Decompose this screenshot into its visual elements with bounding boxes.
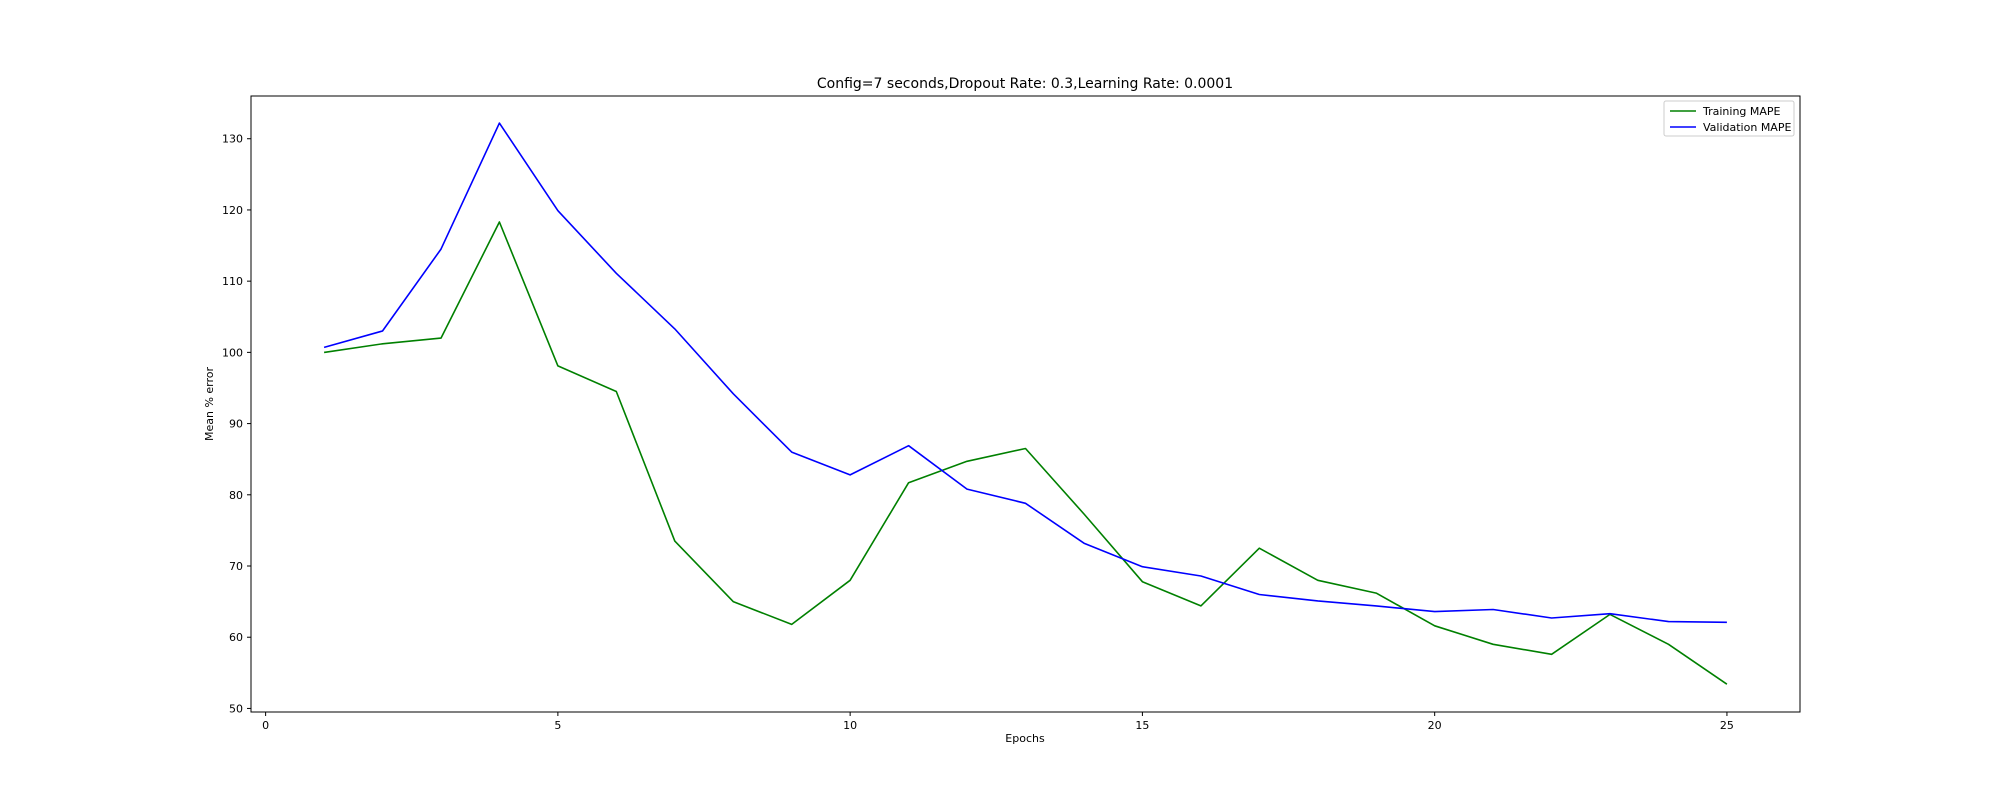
series-line-training-mape bbox=[323, 221, 1728, 685]
x-tick-label: 0 bbox=[262, 719, 269, 732]
legend-label: Training MAPE bbox=[1702, 105, 1781, 118]
series-layer bbox=[323, 122, 1728, 685]
legend-label: Validation MAPE bbox=[1703, 121, 1791, 134]
plot-area bbox=[250, 95, 1801, 713]
x-axis: 0 5 10 15 20 25 bbox=[262, 712, 1734, 732]
x-tick-label: 25 bbox=[1720, 719, 1734, 732]
chart-title: Config=7 seconds,Dropout Rate: 0.3,Learn… bbox=[817, 76, 1233, 92]
y-tick-label: 130 bbox=[222, 133, 243, 146]
y-tick-label: 50 bbox=[229, 702, 243, 715]
y-tick-label: 120 bbox=[222, 204, 243, 217]
x-tick-label: 15 bbox=[1135, 719, 1149, 732]
y-tick-label: 110 bbox=[222, 275, 243, 288]
series-line-validation-mape bbox=[323, 122, 1727, 624]
y-tick-label: 100 bbox=[222, 346, 243, 359]
x-axis-label: Epochs bbox=[1005, 732, 1045, 745]
x-tick-label: 5 bbox=[554, 719, 561, 732]
legend-box bbox=[1663, 100, 1795, 137]
x-tick-label: 20 bbox=[1428, 719, 1442, 732]
y-axis-label: Mean % error bbox=[203, 367, 216, 442]
x-tick-label: 10 bbox=[843, 719, 857, 732]
legend: Training MAPE Validation MAPE bbox=[1663, 100, 1795, 137]
y-axis: 50 60 70 80 90 100 110 120 130 bbox=[222, 133, 251, 715]
y-tick-label: 70 bbox=[229, 560, 243, 573]
y-tick-label: 60 bbox=[229, 631, 243, 644]
y-tick-label: 80 bbox=[229, 489, 243, 502]
y-tick-label: 90 bbox=[229, 418, 243, 431]
